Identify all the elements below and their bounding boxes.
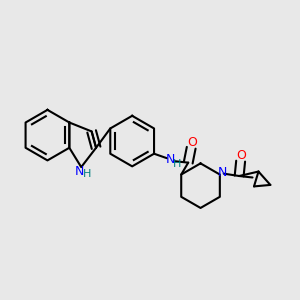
Text: H: H (173, 159, 181, 170)
Text: O: O (187, 136, 197, 149)
Text: N: N (166, 153, 175, 166)
Text: N: N (75, 165, 84, 178)
Text: H: H (82, 169, 91, 178)
Text: O: O (236, 149, 246, 162)
Text: N: N (218, 166, 227, 178)
